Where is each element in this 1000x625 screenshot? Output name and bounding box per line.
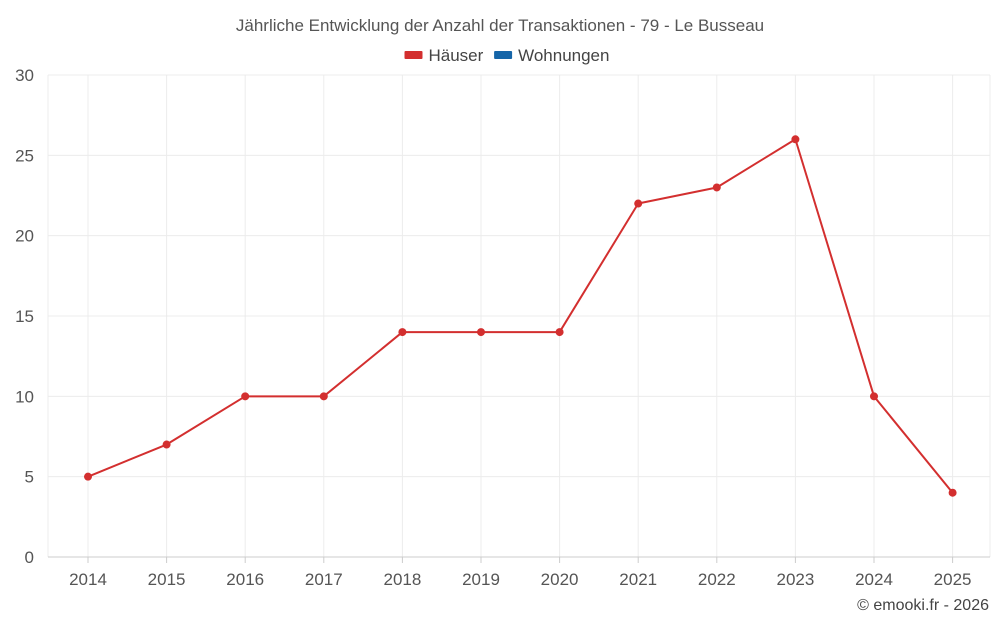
legend-label: Wohnungen [518, 46, 609, 65]
y-tick-label: 10 [15, 387, 34, 406]
y-tick-label: 0 [25, 548, 34, 567]
x-axis-ticks: 2014 2015 2016 2017 2018 2019 2020 2021 2022 2023… [69, 557, 972, 589]
grid-lines [47, 74, 991, 558]
x-tick-label: 2016 [226, 570, 264, 589]
credit-text: © emooki.fr - 2026 [857, 597, 989, 614]
x-tick-label: 2021 [619, 570, 657, 589]
legend-swatch [404, 51, 423, 59]
data-point[interactable] [162, 440, 171, 449]
x-tick-label: 2022 [698, 570, 736, 589]
series-layer [84, 135, 957, 497]
x-tick-label: 2019 [462, 570, 500, 589]
data-point[interactable] [870, 392, 878, 401]
x-tick-label: 2015 [148, 570, 186, 589]
y-tick-label: 5 [25, 468, 34, 487]
data-point[interactable] [241, 392, 250, 401]
legend-label: Häuser [429, 46, 484, 65]
y-axis-ticks: 0 5 10 15 20 25 30 [15, 66, 34, 567]
legend: Häuser Wohnungen [404, 46, 609, 65]
x-tick-label: 2020 [541, 570, 579, 589]
data-point[interactable] [84, 472, 92, 481]
data-point[interactable] [477, 328, 485, 337]
chart-title: Jährliche Entwicklung der Anzahl der Tra… [236, 16, 764, 35]
series-line [87, 138, 954, 494]
x-tick-label: 2024 [855, 570, 893, 589]
x-tick-label: 2017 [305, 570, 343, 589]
legend-swatch [494, 51, 513, 59]
x-tick-label: 2023 [776, 570, 814, 589]
y-tick-label: 25 [15, 146, 34, 165]
y-tick-label: 20 [15, 227, 34, 246]
x-tick-label: 2014 [69, 570, 107, 589]
x-tick-label: 2018 [383, 570, 421, 589]
data-point[interactable] [398, 328, 407, 337]
data-point[interactable] [948, 488, 957, 497]
y-tick-label: 30 [15, 66, 34, 85]
y-tick-label: 15 [15, 307, 34, 326]
x-tick-label: 2025 [934, 570, 972, 589]
data-point[interactable] [634, 199, 643, 208]
data-point[interactable] [712, 183, 721, 192]
data-point[interactable] [319, 392, 328, 401]
data-point[interactable] [791, 135, 800, 144]
data-point[interactable] [555, 328, 564, 337]
